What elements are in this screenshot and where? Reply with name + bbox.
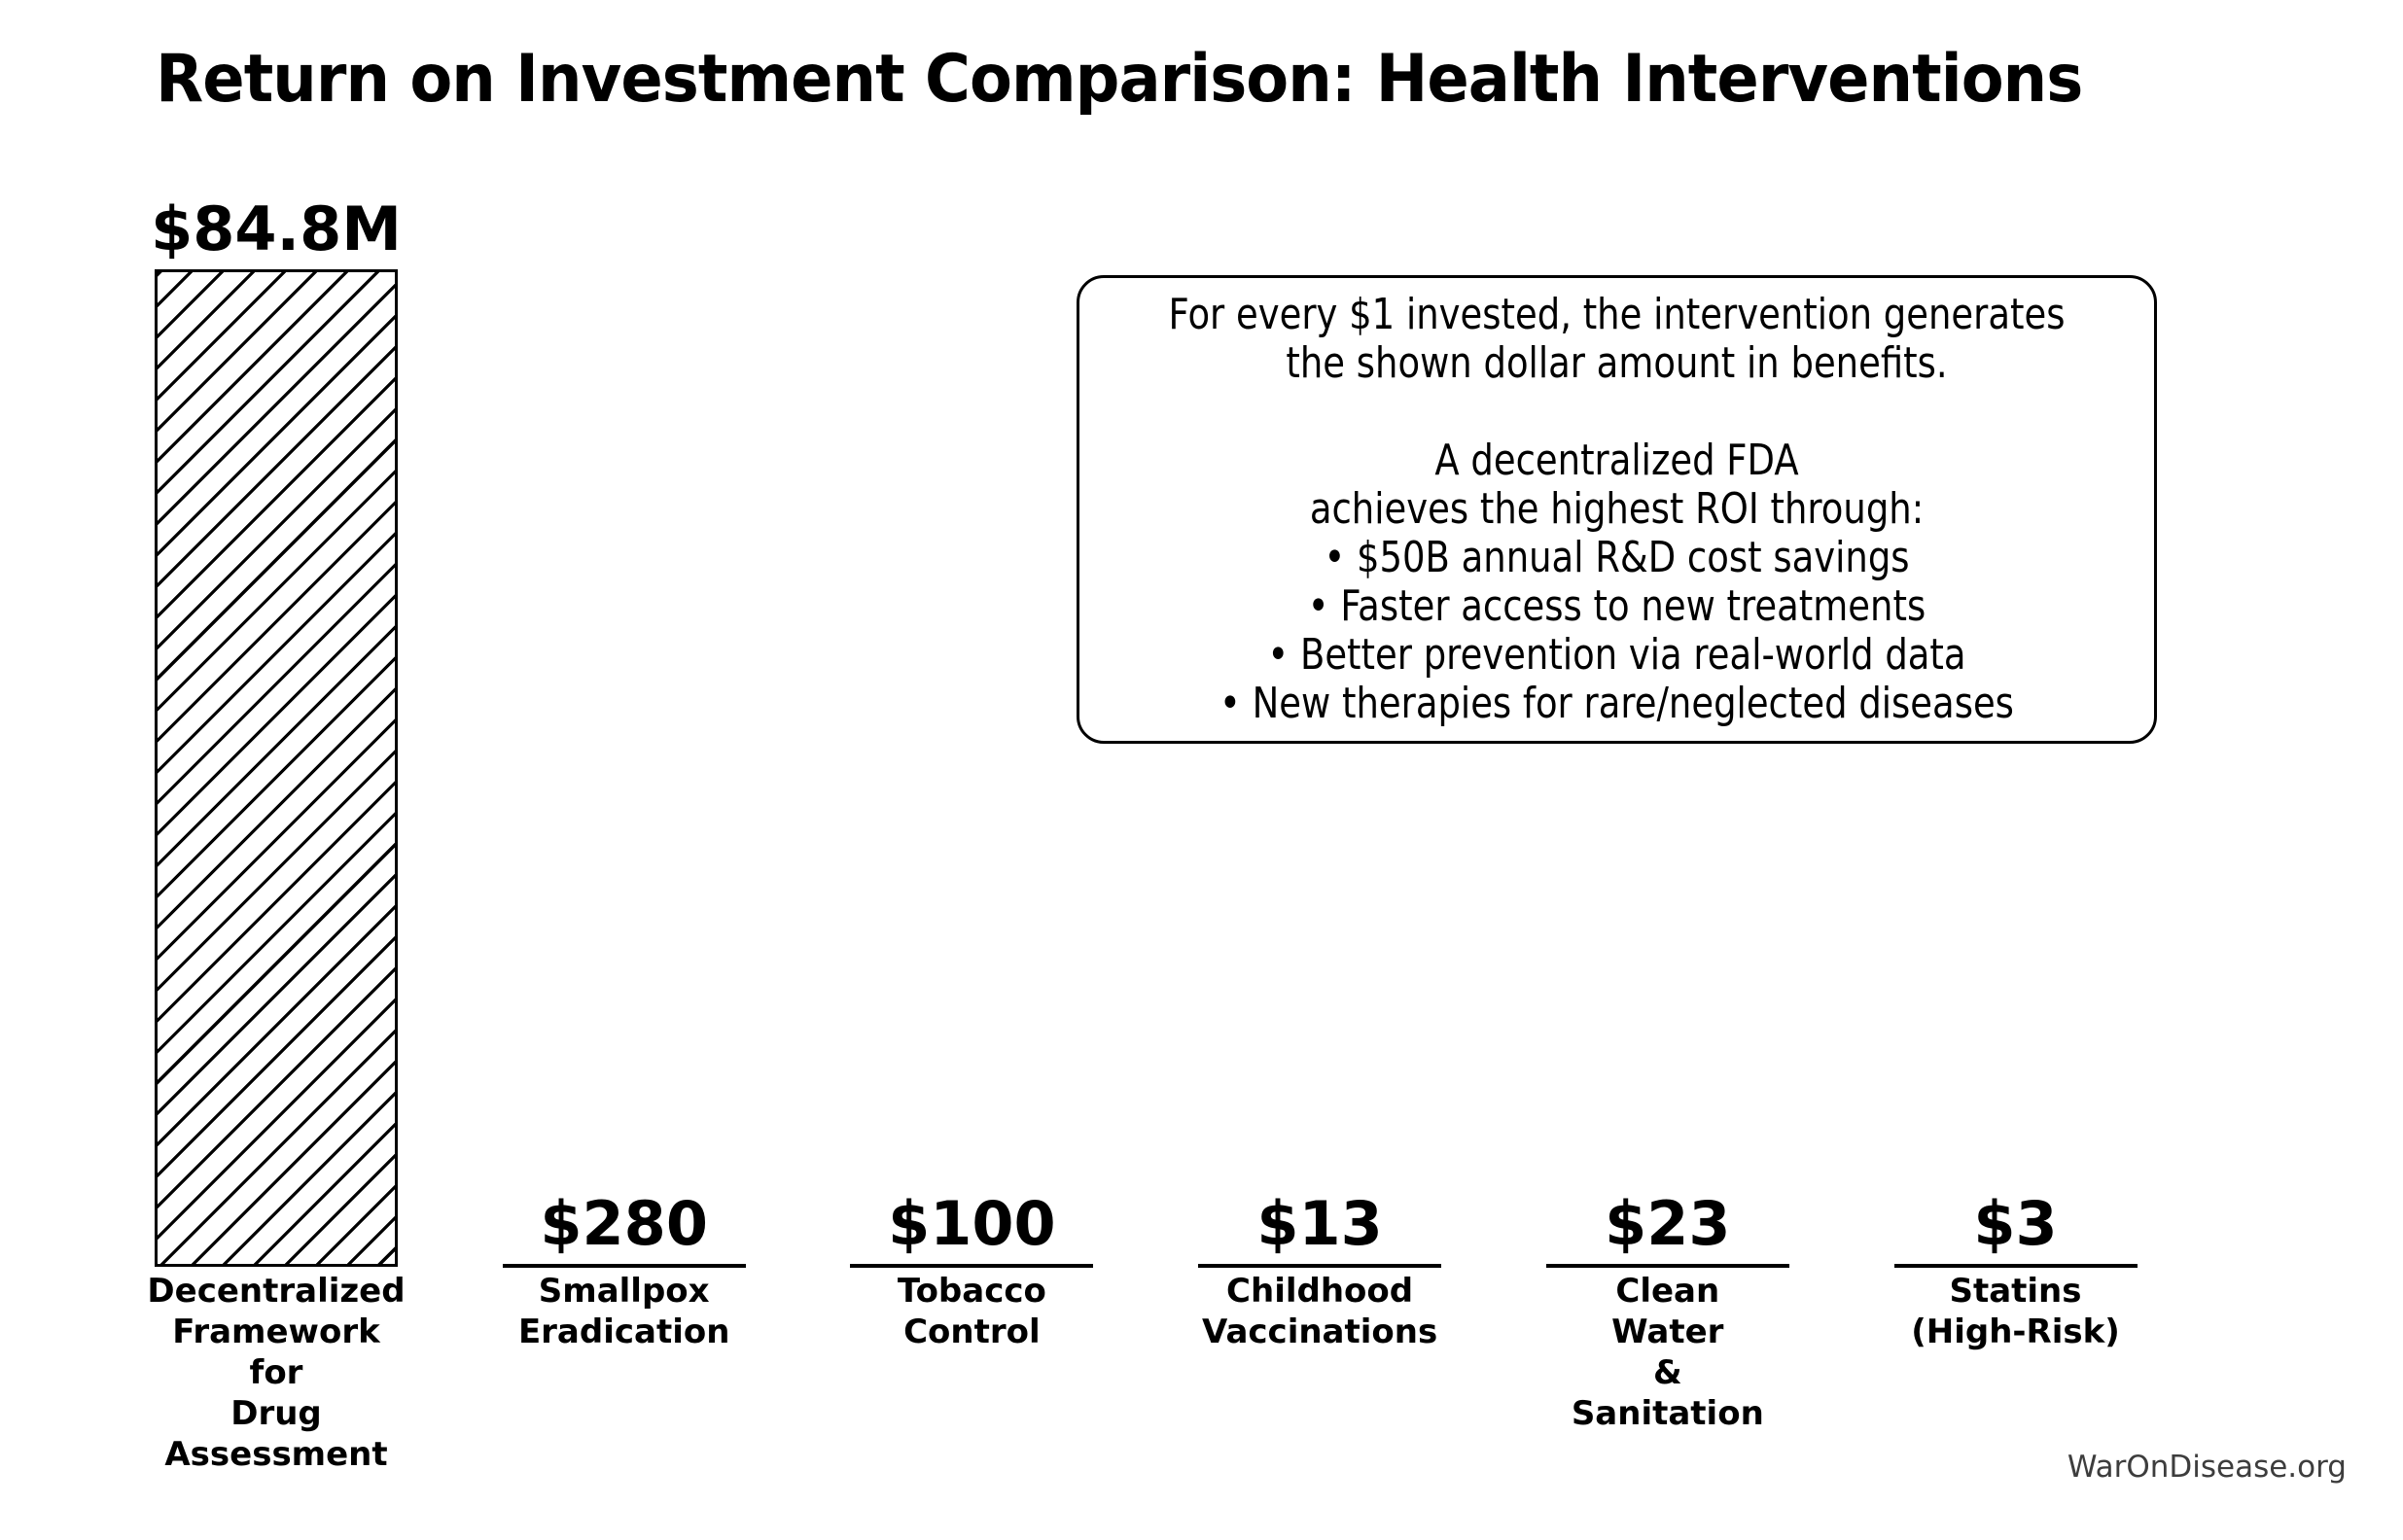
category-label-line: Sanitation xyxy=(1571,1394,1764,1433)
bar-baseline-mark xyxy=(1893,1264,2138,1268)
category-label-line: & xyxy=(1652,1353,1682,1392)
category-label-line: Control xyxy=(903,1312,1041,1351)
bar-baseline-mark xyxy=(850,1264,1094,1268)
category-label-line: Water xyxy=(1611,1312,1724,1351)
category-label-line: Framework xyxy=(172,1312,380,1351)
category-label-line: Childhood xyxy=(1226,1272,1414,1311)
category-label-line: (High-Risk) xyxy=(1911,1312,2120,1351)
bar-baseline-mark xyxy=(1198,1264,1442,1268)
watermark: WarOnDisease.org xyxy=(2067,1450,2347,1485)
category-label-line: Smallpox xyxy=(538,1272,710,1311)
value-label: $13 xyxy=(1256,1187,1383,1259)
bar xyxy=(155,269,398,1267)
value-label: $84.8M xyxy=(151,192,402,264)
bar-baseline-mark xyxy=(502,1264,746,1268)
value-label: $23 xyxy=(1605,1187,1731,1259)
category-label-line: Clean xyxy=(1615,1272,1720,1311)
annotation-line: For every $1 invested, the intervention … xyxy=(1168,290,2066,339)
annotation-box: For every $1 invested, the intervention … xyxy=(1077,275,2157,744)
category-label-line: Drug xyxy=(230,1394,322,1433)
category-label: Tobacco Control xyxy=(767,1271,1176,1352)
category-label-line: for xyxy=(249,1353,303,1392)
category-label: Childhood Vaccinations xyxy=(1115,1271,1524,1352)
annotation-line: the shown dollar amount in benefits. xyxy=(1286,338,1948,388)
annotation-line: • $50B annual R&D cost savings xyxy=(1324,533,1910,582)
annotation-line: • New therapies for rare/neglected disea… xyxy=(1219,679,2014,728)
category-label: Statins (High-Risk) xyxy=(1812,1271,2220,1352)
annotation-line: A decentralized FDA xyxy=(1434,436,1799,485)
category-label-line: Tobacco xyxy=(897,1272,1046,1311)
annotation-line: • Better prevention via real-world data xyxy=(1267,630,1966,680)
category-label-line: Eradication xyxy=(517,1312,730,1351)
category-label-line: Vaccinations xyxy=(1201,1312,1438,1351)
category-label: Decentralized Framework for Drug Assessment xyxy=(72,1271,480,1475)
annotation-line xyxy=(1165,388,2067,437)
annotation-line: achieves the highest ROI through: xyxy=(1309,484,1925,534)
value-label: $100 xyxy=(888,1187,1056,1259)
value-label: $280 xyxy=(540,1187,708,1259)
category-label-line: Assessment xyxy=(164,1435,388,1474)
bar-baseline-mark xyxy=(1545,1264,1789,1268)
chart-title: Return on Investment Comparison: Health … xyxy=(156,41,2083,118)
category-label: Clean Water & Sanitation xyxy=(1464,1271,1872,1434)
annotation-line: • Faster access to new treatments xyxy=(1307,581,1926,631)
category-label: Smallpox Eradication xyxy=(420,1271,829,1352)
value-label: $3 xyxy=(1973,1187,2058,1259)
category-label-line: Statins xyxy=(1949,1272,2082,1311)
category-label-line: Decentralized xyxy=(147,1272,406,1311)
